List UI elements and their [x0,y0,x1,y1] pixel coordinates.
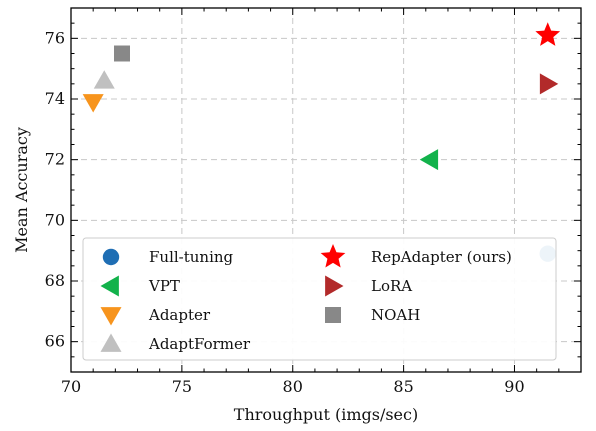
data-point-adapter [83,94,104,112]
y-tick-label: 76 [45,28,65,47]
x-tick-label: 90 [504,377,524,396]
x-tick-label: 75 [172,377,192,396]
x-tick-label: 70 [61,377,81,396]
data-point-adaptformer [94,70,115,88]
legend-label: VPT [148,277,180,295]
y-tick-label: 68 [45,271,65,290]
y-tick-label: 66 [45,332,65,351]
x-tick-label: 80 [283,377,303,396]
data-points [83,22,560,262]
legend-marker [325,307,341,323]
x-tick-label: 85 [393,377,413,396]
data-point-repadapter-ours [535,22,560,46]
y-tick-label: 72 [45,150,65,169]
data-point-lora [540,73,558,94]
legend-label: LoRA [371,277,412,295]
legend-label: Adapter [148,306,211,324]
data-point-noah [114,46,130,62]
data-point-vpt [420,149,438,170]
legend-label: RepAdapter (ours) [371,248,512,266]
legend-label: AdaptFormer [148,335,251,353]
legend-marker [103,249,119,265]
legend-label: NOAH [371,306,420,324]
y-tick-label: 70 [45,210,65,229]
legend-label: Full-tuning [149,248,234,266]
legend: Full-tuning VPT Adapter AdaptFormer RepAdapt… [83,238,556,360]
y-axis-label: Mean Accuracy [12,127,31,253]
y-tick-label: 74 [45,89,65,108]
x-axis-label: Throughput (imgs/sec) [234,405,418,424]
